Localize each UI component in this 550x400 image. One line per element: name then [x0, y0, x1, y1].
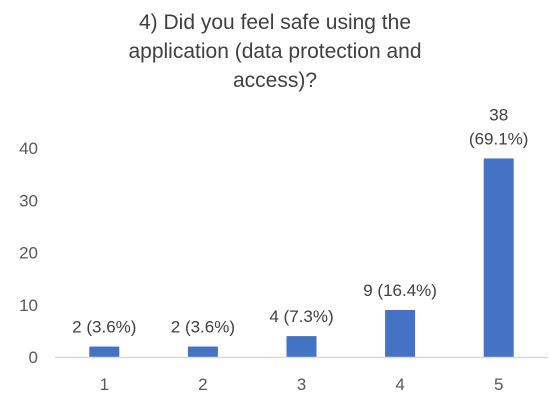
x-tick-label: 4	[395, 375, 404, 394]
y-tick-label: 20	[19, 244, 38, 263]
bar	[89, 346, 120, 357]
data-label: 2 (3.6%)	[72, 318, 136, 337]
data-label: (69.1%)	[469, 129, 529, 148]
x-tick-label: 1	[100, 375, 109, 394]
chart-title: 4) Did you feel safe using the applicati…	[0, 8, 550, 95]
y-tick-label: 10	[19, 296, 38, 315]
chart-title-line-2: application (data protection and	[128, 40, 422, 63]
y-tick-label: 0	[29, 348, 38, 367]
data-label: 38	[489, 105, 508, 124]
y-tick-label: 30	[19, 191, 38, 210]
bar	[483, 158, 514, 357]
bar	[385, 309, 416, 357]
data-label: 4 (7.3%)	[269, 307, 333, 326]
data-label: 9 (16.4%)	[363, 281, 437, 300]
x-tick-label: 2	[198, 375, 207, 394]
x-tick-label: 3	[297, 375, 306, 394]
x-tick-label: 5	[494, 375, 503, 394]
chart-title-line-3: access)?	[232, 69, 318, 92]
y-tick-label: 40	[19, 139, 38, 158]
bar	[187, 346, 218, 357]
data-label: 2 (3.6%)	[171, 318, 235, 337]
chart-title-line-1: 4) Did you feel safe using the	[139, 11, 411, 34]
bar	[286, 336, 317, 357]
